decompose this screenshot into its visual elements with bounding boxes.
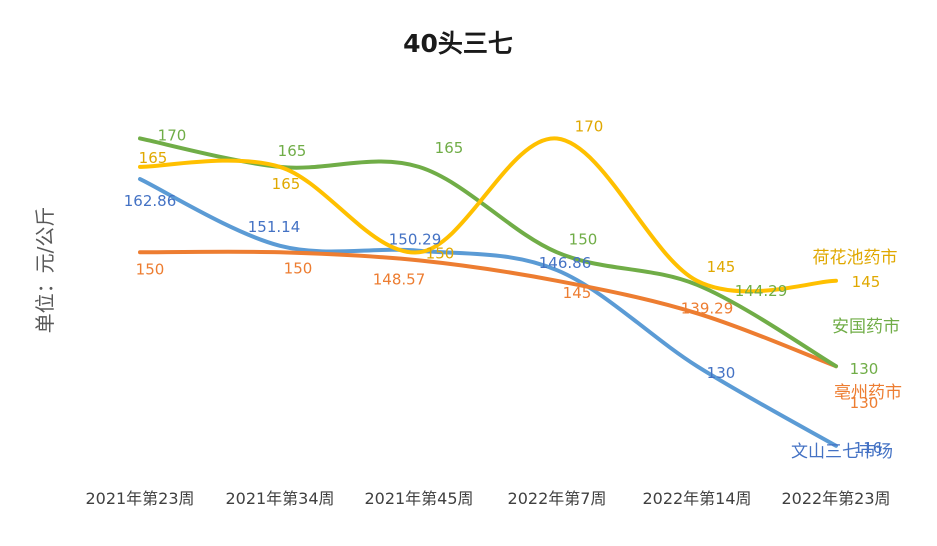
chart-title: 40头三七 xyxy=(403,29,513,58)
x-tick-label: 2022年第23周 xyxy=(781,489,890,508)
series-lines xyxy=(138,136,838,448)
data-label: 170 xyxy=(575,117,604,135)
data-label: 165 xyxy=(278,142,307,160)
data-label: 150.29 xyxy=(389,231,442,249)
data-label: 130 xyxy=(850,360,879,378)
series-name-label: 文山三七市场 xyxy=(791,442,893,462)
data-label: 150 xyxy=(136,260,165,278)
data-label: 145 xyxy=(852,273,881,291)
series-line-4 xyxy=(138,136,838,294)
x-tick-label: 2022年第14周 xyxy=(642,489,751,508)
series-line-2 xyxy=(138,249,838,369)
data-label: 165 xyxy=(272,175,301,193)
data-label: 165 xyxy=(139,149,168,167)
x-tick-label: 2021年第23周 xyxy=(85,489,194,508)
data-label: 151.14 xyxy=(248,218,301,236)
series-name-label: 安国药市 xyxy=(832,317,900,337)
data-label: 116 xyxy=(854,439,883,457)
data-label: 162.86 xyxy=(124,192,177,210)
data-label: 165 xyxy=(435,139,464,157)
data-label: 130 xyxy=(707,364,736,382)
data-label: 139.29 xyxy=(681,299,734,317)
y-axis-label: 单位：元/公斤 xyxy=(33,207,57,334)
x-tick-label: 2021年第34周 xyxy=(225,489,334,508)
series-name-label: 亳州药市 xyxy=(834,383,902,403)
series-name-label: 荷花池药市 xyxy=(813,248,898,268)
data-label: 150 xyxy=(426,244,455,262)
data-label: 146.86 xyxy=(539,254,592,272)
series-name-labels: 文山三七市场 亳州药市 安国药市 荷花池药市 xyxy=(791,248,902,462)
data-label: 144.29 xyxy=(735,282,788,300)
data-label: 170 xyxy=(158,126,187,144)
data-label: 145 xyxy=(707,258,736,276)
x-tick-label: 2022年第7周 xyxy=(508,489,607,508)
series-line-1 xyxy=(138,177,838,448)
data-label: 130 xyxy=(850,394,879,412)
data-label: 145 xyxy=(563,284,592,302)
data-label: 150 xyxy=(569,230,598,248)
x-tick-label: 2021年第45周 xyxy=(364,489,473,508)
data-label: 150 xyxy=(284,259,313,277)
x-axis: 2021年第23周 2021年第34周 2021年第45周 2022年第7周 2022年… xyxy=(85,489,890,508)
data-label: 148.57 xyxy=(373,270,426,288)
